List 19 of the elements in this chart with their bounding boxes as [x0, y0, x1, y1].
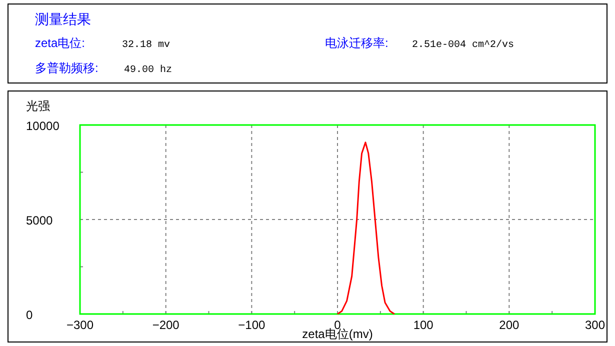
y-tick-label: 10000 — [26, 119, 60, 133]
line-series — [336, 142, 396, 315]
x-tick-label: 300 — [584, 318, 606, 332]
y-axis-title: 光强 — [26, 99, 50, 113]
x-tick-label: −200 — [152, 318, 180, 332]
x-tick-label: 100 — [413, 318, 434, 332]
x-tick-label: 200 — [499, 318, 520, 332]
text: 2.51e-004 cm^2/vs — [412, 39, 514, 51]
x-tick-label: −100 — [238, 318, 266, 332]
text: 32.18 mv — [122, 40, 170, 51]
x-tick-label: −300 — [66, 318, 94, 332]
text: 49.00 hz — [124, 64, 172, 76]
x-axis-title: zeta电位(mv) — [302, 327, 373, 341]
chart-title: 测量结果 — [35, 11, 91, 27]
y-tick-label: 5000 — [26, 214, 54, 228]
y-tick-label: 0 — [26, 308, 33, 322]
text: 电泳迁移率: — [325, 36, 388, 50]
text: zeta电位: — [35, 36, 86, 50]
text: 多普勒频移: — [35, 61, 98, 75]
